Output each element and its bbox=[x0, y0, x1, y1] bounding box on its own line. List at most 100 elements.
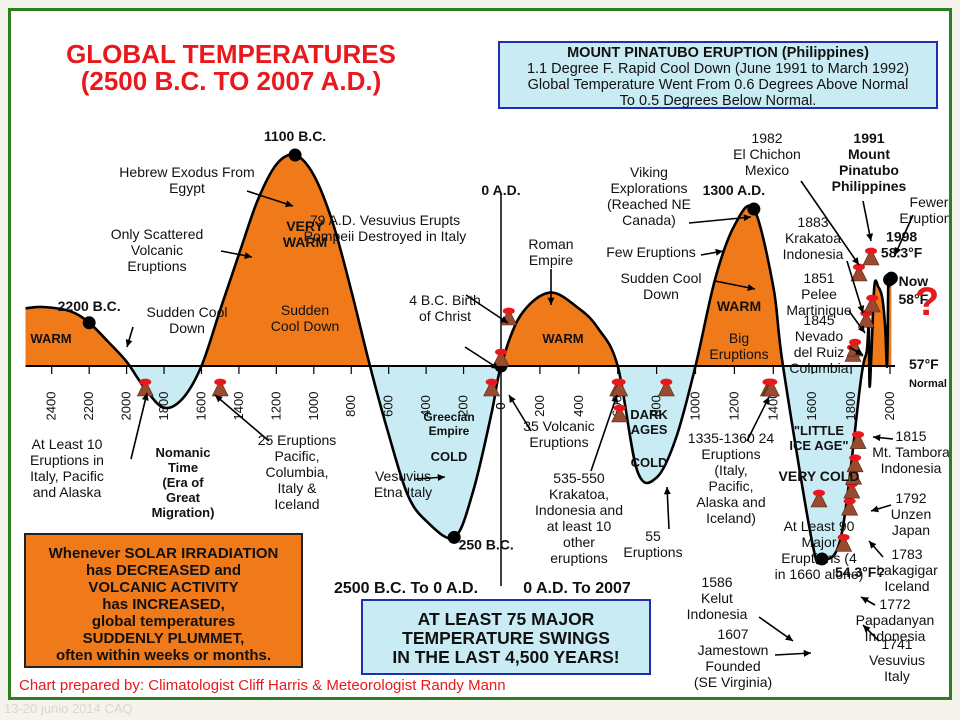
point-label: Now bbox=[899, 273, 929, 289]
annotation-label: 1792 Unzen Japan bbox=[891, 490, 931, 538]
note-line: has INCREASED, bbox=[102, 596, 225, 613]
annotation-arrowhead bbox=[743, 214, 751, 222]
region-label: WARM bbox=[542, 331, 583, 346]
annotation-label: 1851 Pelee Martinique bbox=[786, 270, 852, 318]
annotation-arrowhead bbox=[855, 348, 863, 355]
region-label: Big Eruptions bbox=[709, 330, 768, 362]
x-tick-label: 2000 bbox=[119, 392, 134, 421]
pinatubo-line: Global Temperature Went From 0.6 Degrees… bbox=[527, 77, 909, 93]
x-tick-label: 800 bbox=[649, 395, 664, 417]
annotation-arrow-line bbox=[465, 294, 509, 324]
annotation-arrowhead bbox=[663, 487, 671, 495]
annotation-arrow-line bbox=[130, 392, 148, 460]
point-label: 1998 bbox=[886, 229, 917, 245]
title-line: GLOBAL TEMPERATURES bbox=[66, 39, 396, 69]
annotation-label: 1982 El Chichon Mexico bbox=[733, 130, 801, 178]
annotation-label: 25 Eruptions Pacific, Columbia, Italy & Icel… bbox=[258, 432, 337, 512]
temperature-swings-note: AT LEAST 75 MAJOR TEMPERATURE SWINGS IN … bbox=[361, 599, 651, 675]
chart-frame: 2400 2200 2000 1800 1600 1400 1200 1000 800 600 40… bbox=[8, 8, 952, 700]
x-tick-label: 1400 bbox=[231, 392, 246, 421]
annotation-label: 35 Volcanic Eruptions bbox=[523, 418, 595, 450]
annotation-arrow-line bbox=[246, 190, 294, 207]
annotation-label: 1815 Mt. Tambora Indonesia bbox=[872, 428, 949, 476]
annotation-arrow-line bbox=[590, 394, 618, 472]
eruption-plume bbox=[852, 431, 865, 438]
data-point bbox=[815, 552, 829, 566]
annotation-label: 4 B.C. Birth of Christ bbox=[409, 292, 481, 324]
pinatubo-heading: MOUNT PINATUBO ERUPTION (Philippines) bbox=[567, 45, 869, 61]
eruption-plume bbox=[139, 378, 152, 386]
chart-credit: Chart prepared by: Climatologist Cliff H… bbox=[19, 677, 506, 694]
eruption-plume bbox=[214, 378, 227, 386]
eruption-plume bbox=[660, 378, 673, 386]
annotation-label: Sudden Cool Down bbox=[147, 304, 228, 336]
annotation-arrowhead bbox=[491, 362, 499, 369]
baseline-label: 57°F bbox=[909, 356, 939, 372]
eruption-plume bbox=[843, 497, 856, 505]
annotation-label: Vesuvius Etna Italy bbox=[374, 468, 432, 500]
annotation-arrow-line bbox=[894, 214, 914, 256]
warm-area bbox=[25, 154, 892, 366]
annotation-arrow-line bbox=[800, 180, 860, 266]
eruption-plume bbox=[853, 263, 865, 271]
annotation-arrow-line bbox=[746, 396, 770, 442]
x-tick-label: 1400 bbox=[765, 392, 780, 421]
x-tick-label: 200 bbox=[456, 395, 471, 417]
cold-area bbox=[25, 366, 892, 564]
x-tick-label: 1600 bbox=[193, 392, 208, 421]
annotation-arrowhead bbox=[547, 297, 555, 305]
region-label: Sudden Cool Down bbox=[271, 302, 339, 334]
x-tick-label: 600 bbox=[381, 395, 396, 417]
point-label: 1300 A.D. bbox=[703, 182, 766, 198]
annotation-arrow-line bbox=[214, 394, 270, 442]
point-value-label: 58.3°F bbox=[881, 245, 923, 261]
data-point bbox=[288, 148, 302, 162]
annotation-label: 1586 Kelut Indonesia bbox=[687, 574, 748, 622]
annotation-label: Viking Explorations (Reached NE Canada) bbox=[607, 164, 691, 228]
region-label: "LITTLE ICE AGE" bbox=[789, 423, 848, 453]
annotation-arrowhead bbox=[215, 395, 223, 403]
baseline-sublabel: Normal bbox=[909, 378, 947, 390]
x-tick-label: 1800 bbox=[843, 392, 858, 421]
annotation-arrow-line bbox=[688, 216, 752, 224]
volcano-icon bbox=[211, 383, 229, 397]
eruption-plume bbox=[865, 247, 877, 255]
annotation-label: 1741 Vesuvius Italy bbox=[869, 636, 925, 684]
annotation-arrowhead bbox=[285, 200, 293, 208]
footer-date: 13-20 junio 2014 CAQ bbox=[4, 701, 133, 716]
annotation-arrowhead bbox=[873, 434, 881, 442]
annotation-arrowhead bbox=[611, 395, 618, 403]
annotation-label: Only Scattered Volcanic Eruptions bbox=[111, 226, 204, 274]
region-label: Greecian Empire bbox=[423, 410, 474, 438]
volcano-icon bbox=[862, 252, 880, 266]
annotation-arrowhead bbox=[244, 252, 252, 260]
annotation-arrowhead bbox=[715, 248, 723, 256]
annotation-arrowhead bbox=[866, 233, 873, 241]
annotation-arrowhead bbox=[437, 474, 445, 481]
annotation-label: Roman Empire bbox=[528, 236, 573, 268]
eruption-plume bbox=[765, 378, 778, 386]
pinatubo-line: 1.1 Degree F. Rapid Cool Down (June 1991… bbox=[526, 61, 910, 77]
annotation-arrowhead bbox=[509, 395, 516, 403]
annotation-label: 1783 Lakagigar Iceland bbox=[876, 546, 938, 594]
annotation-label: At Least 10 Eruptions in Italy, Pacific and… bbox=[30, 436, 104, 500]
x-tick-label: 0 bbox=[493, 402, 508, 409]
eruption-plume bbox=[813, 489, 825, 497]
annotation-label: Sudden Cool Down bbox=[621, 270, 702, 302]
annotation-label: 1845 Nevado del Ruiz Columbia bbox=[789, 312, 848, 376]
annotation-arrowhead bbox=[803, 649, 811, 657]
right-segment-label: 0 A.D. To 2007 bbox=[523, 580, 631, 597]
note-line: VOLCANIC ACTIVITY bbox=[88, 579, 239, 596]
note-line: SUDDENLY PLUMMET, bbox=[82, 630, 245, 647]
annotation-arrowhead bbox=[747, 284, 755, 291]
region-label: COLD bbox=[631, 455, 668, 470]
eruption-plume bbox=[837, 533, 850, 541]
annotation-label: 1883 Krakatoa Indonesia bbox=[783, 214, 844, 262]
point-label: 0 A.D. bbox=[481, 182, 520, 198]
data-point bbox=[447, 530, 461, 544]
pinatubo-info-box: MOUNT PINATUBO ERUPTION (Philippines) 1.… bbox=[498, 41, 938, 109]
x-tick-label: 2200 bbox=[81, 392, 96, 421]
swings-line: IN THE LAST 4,500 YEARS! bbox=[392, 647, 620, 667]
fill-layer bbox=[25, 154, 892, 564]
point-label: 2200 B.C. bbox=[58, 298, 121, 314]
